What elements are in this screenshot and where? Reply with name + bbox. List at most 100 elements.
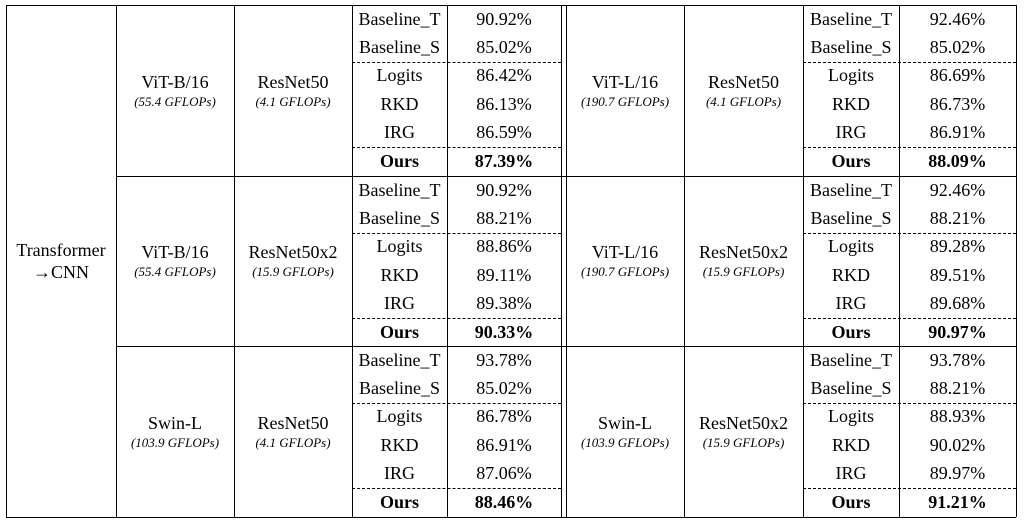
accuracy-value: 89.38% bbox=[476, 293, 532, 314]
teacher-cell-name: ViT-B/16 bbox=[141, 71, 209, 92]
teacher-cell-flops: (103.9 GFLOPs) bbox=[130, 434, 220, 450]
column-divider bbox=[6, 5, 7, 517]
student-cell-flops: (15.9 GFLOPs) bbox=[252, 264, 334, 279]
dashed-separator bbox=[803, 61, 1016, 63]
accuracy-value: 90.33% bbox=[474, 321, 534, 342]
row-divider bbox=[116, 346, 1016, 347]
accuracy-value: 91.21% bbox=[928, 491, 987, 512]
accuracy-value: 86.78% bbox=[476, 406, 532, 427]
dashed-separator bbox=[803, 402, 1016, 404]
accuracy-value: 89.97% bbox=[929, 463, 986, 484]
accuracy-value: 86.69% bbox=[929, 65, 986, 86]
row-divider bbox=[116, 176, 1016, 177]
teacher-cell-stack: ViT-B/16 (55.4 GFLOPs) bbox=[134, 241, 216, 281]
dashed-separator bbox=[803, 488, 1016, 489]
teacher-cell-stack: ViT-B/16 (55.4 GFLOPs) bbox=[134, 71, 216, 111]
accuracy-value: 92.46% bbox=[929, 8, 986, 29]
accuracy-value: 90.92% bbox=[476, 8, 532, 29]
method-label: Logits bbox=[827, 65, 874, 86]
student-cell-flops: (4.1 GFLOPs) bbox=[705, 93, 782, 109]
method-label: Logits bbox=[376, 65, 423, 86]
teacher-cell: ViT-L/16 (190.7 GFLOPs) bbox=[566, 5, 684, 176]
method-label: Ours bbox=[379, 491, 419, 512]
column-divider bbox=[561, 5, 562, 517]
accuracy-value: 86.73% bbox=[929, 93, 986, 114]
teacher-cell-flops: (103.9 GFLOPs) bbox=[580, 434, 670, 450]
accuracy-value: 93.78% bbox=[929, 349, 986, 370]
method-label: IRG bbox=[835, 293, 867, 314]
column-divider bbox=[684, 5, 685, 517]
accuracy-value: 86.91% bbox=[929, 122, 986, 143]
teacher-cell: ViT-L/16 (190.7 GFLOPs) bbox=[566, 176, 684, 346]
accuracy-value: 86.91% bbox=[476, 434, 532, 455]
student-cell-name: ResNet50x2 bbox=[699, 412, 788, 433]
dashed-separator bbox=[352, 61, 561, 63]
method-label: Baseline_S bbox=[359, 37, 440, 58]
method-label: Baseline_T bbox=[810, 8, 892, 29]
teacher-cell-flops: (190.7 GFLOPs) bbox=[580, 93, 670, 109]
method-label: IRG bbox=[835, 463, 867, 484]
teacher-cell-stack: Swin-L (103.9 GFLOPs) bbox=[131, 412, 219, 452]
method-label: Logits bbox=[827, 406, 874, 427]
student-cell: ResNet50x2 (15.9 GFLOPs) bbox=[684, 176, 803, 346]
student-cell-flops: (4.1 GFLOPs) bbox=[255, 434, 331, 450]
column-divider bbox=[566, 5, 567, 517]
teacher-cell-name: Swin-L bbox=[597, 412, 652, 433]
teacher-cell: ViT-B/16 (55.4 GFLOPs) bbox=[116, 176, 234, 346]
method-label: RKD bbox=[831, 93, 870, 114]
teacher-cell-stack: ViT-L/16 (190.7 GFLOPs) bbox=[581, 71, 669, 111]
student-cell-name: ResNet50 bbox=[707, 71, 779, 92]
accuracy-value: 85.02% bbox=[476, 378, 532, 399]
method-label: RKD bbox=[380, 93, 419, 114]
method-label: RKD bbox=[831, 264, 870, 285]
dashed-separator bbox=[803, 232, 1016, 234]
teacher-cell-flops: (190.7 GFLOPs) bbox=[580, 264, 670, 279]
column-divider bbox=[1016, 5, 1017, 517]
method-label: Baseline_S bbox=[810, 378, 892, 399]
student-cell: ResNet50x2 (15.9 GFLOPs) bbox=[234, 176, 352, 346]
method-label: Baseline_T bbox=[358, 179, 441, 200]
student-cell-stack: ResNet50x2 (15.9 GFLOPs) bbox=[699, 412, 788, 452]
dashed-separator bbox=[352, 318, 561, 319]
accuracy-value: 90.97% bbox=[928, 321, 987, 342]
student-cell-flops: (15.9 GFLOPs) bbox=[702, 434, 785, 450]
teacher-cell-name: Swin-L bbox=[147, 412, 202, 433]
method-label: Logits bbox=[376, 406, 423, 427]
dashed-separator bbox=[352, 402, 561, 404]
student-cell-stack: ResNet50 (4.1 GFLOPs) bbox=[255, 412, 330, 452]
accuracy-value: 85.02% bbox=[476, 37, 532, 58]
method-label: IRG bbox=[384, 293, 415, 314]
accuracy-value: 93.78% bbox=[476, 349, 532, 370]
results-table: Transformer →CNN ViT-B/16 (55.4 GFLOPs) ResN… bbox=[6, 5, 1017, 518]
teacher-cell-flops: (55.4 GFLOPs) bbox=[134, 93, 216, 109]
method-label: Baseline_S bbox=[810, 208, 892, 229]
dashed-separator bbox=[352, 488, 561, 489]
accuracy-value: 85.02% bbox=[929, 37, 986, 58]
student-cell-name: ResNet50 bbox=[257, 71, 329, 92]
method-label: RKD bbox=[380, 264, 419, 285]
method-label: Ours bbox=[379, 150, 419, 171]
column-divider bbox=[234, 5, 235, 517]
student-cell-stack: ResNet50 (4.1 GFLOPs) bbox=[255, 71, 330, 111]
category-label-line2: →CNN bbox=[32, 262, 89, 282]
accuracy-value: 89.28% bbox=[929, 236, 986, 257]
column-divider bbox=[803, 5, 804, 517]
method-label: IRG bbox=[384, 122, 415, 143]
dashed-separator bbox=[352, 147, 561, 148]
accuracy-value: 88.46% bbox=[474, 491, 534, 512]
dashed-separator bbox=[803, 147, 1016, 148]
student-cell-flops: (15.9 GFLOPs) bbox=[702, 264, 785, 279]
method-label: RKD bbox=[380, 434, 419, 455]
method-label: Ours bbox=[831, 321, 871, 342]
column-divider bbox=[899, 5, 900, 517]
method-label: Baseline_T bbox=[810, 179, 892, 200]
method-label: Baseline_T bbox=[358, 8, 441, 29]
student-cell-name: ResNet50 bbox=[257, 412, 329, 433]
accuracy-value: 89.51% bbox=[929, 264, 986, 285]
student-cell: ResNet50 (4.1 GFLOPs) bbox=[684, 5, 803, 176]
teacher-cell: Swin-L (103.9 GFLOPs) bbox=[566, 346, 684, 517]
method-label: Ours bbox=[831, 150, 871, 171]
student-cell-name: ResNet50x2 bbox=[248, 242, 338, 262]
accuracy-value: 86.42% bbox=[476, 65, 532, 86]
accuracy-value: 86.13% bbox=[476, 93, 532, 114]
